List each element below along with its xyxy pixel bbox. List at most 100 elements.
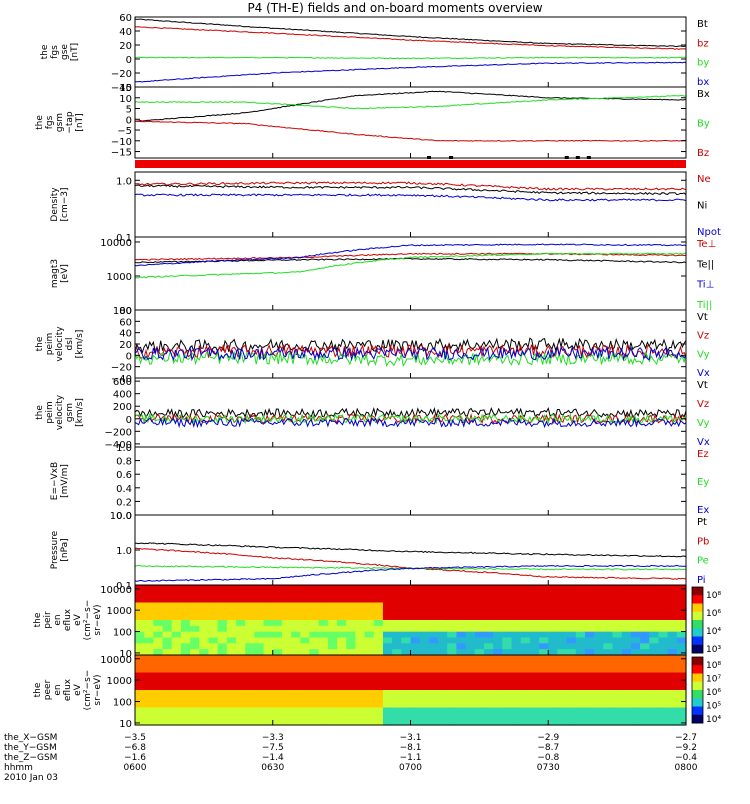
ion_spectrogram-colorbar-tick-label: 10⁴ bbox=[706, 627, 721, 637]
electron_spectrogram-cell bbox=[272, 707, 283, 714]
ion_spectrogram-cell bbox=[520, 620, 531, 627]
x-axis-tick-label: −9.2 bbox=[675, 743, 697, 753]
electron_spectrogram-cell bbox=[272, 701, 283, 709]
ion_spectrogram-cell bbox=[539, 590, 549, 598]
electron_spectrogram-cell bbox=[300, 684, 311, 691]
electron_spectrogram-cell bbox=[621, 678, 632, 685]
electron_spectrogram-cell bbox=[327, 672, 338, 679]
ion_spectrogram-cell bbox=[153, 608, 164, 615]
ion_spectrogram-cell bbox=[640, 637, 650, 644]
ion_spectrogram-cell bbox=[346, 596, 356, 604]
ion_spectrogram-cell bbox=[180, 643, 191, 650]
ion_spectrogram-cell bbox=[208, 590, 219, 598]
ion_spectrogram-cell bbox=[208, 608, 219, 615]
electron_spectrogram-colorbar-segment bbox=[692, 694, 703, 699]
ion_spectrogram-cell bbox=[447, 614, 458, 621]
ion_spectrogram-cell bbox=[465, 643, 476, 650]
electron_spectrogram-cell bbox=[144, 672, 154, 679]
electron_spectrogram-cell bbox=[272, 690, 283, 697]
ion_spectrogram-cell bbox=[465, 631, 476, 639]
fgs_gsm-ytick-label: −10 bbox=[111, 137, 132, 148]
electron_spectrogram-ylabel: (cm²−s− bbox=[83, 670, 93, 711]
electron_spectrogram-cell bbox=[364, 695, 375, 703]
electron_spectrogram-cell bbox=[263, 666, 274, 674]
ion_spectrogram-cell bbox=[676, 649, 687, 656]
electron_spectrogram-cell bbox=[438, 672, 448, 679]
ion_spectrogram-cell bbox=[584, 637, 595, 644]
electron_spectrogram-cell bbox=[364, 660, 375, 668]
ion_spectrogram-cell bbox=[511, 625, 522, 633]
density-series-ne bbox=[135, 181, 687, 191]
ion_spectrogram-cell bbox=[346, 608, 356, 615]
electron_spectrogram-cell bbox=[575, 707, 586, 714]
electron_spectrogram-cell bbox=[373, 678, 384, 685]
ion_spectrogram-cell bbox=[621, 590, 632, 598]
electron_spectrogram-cell bbox=[144, 713, 154, 720]
ion_spectrogram-cell bbox=[171, 602, 182, 609]
electron_spectrogram-cell bbox=[401, 707, 412, 714]
electron_spectrogram-cell bbox=[667, 672, 678, 679]
fgs_gse-legend-bt: Bt bbox=[697, 19, 708, 30]
ion_spectrogram-cell bbox=[327, 620, 338, 627]
electron_spectrogram-cell bbox=[401, 660, 412, 668]
ion_spectrogram-cell bbox=[180, 637, 191, 644]
electron_spectrogram-cell bbox=[199, 707, 210, 714]
ion_spectrogram-cell bbox=[603, 643, 614, 650]
electron_spectrogram-cell bbox=[318, 666, 329, 674]
electron_spectrogram-cell bbox=[281, 655, 292, 662]
electron_spectrogram-cell bbox=[428, 672, 439, 679]
ion_spectrogram-cell bbox=[162, 620, 173, 627]
electron_spectrogram-cell bbox=[236, 678, 246, 685]
ion_spectrogram-cell bbox=[355, 620, 366, 627]
ion_spectrogram-cell bbox=[180, 631, 191, 639]
x-axis-tick-label: −7.5 bbox=[262, 743, 284, 753]
electron_spectrogram-cell bbox=[208, 655, 219, 662]
electron_spectrogram-cell bbox=[649, 666, 660, 674]
ion_spectrogram-cell bbox=[438, 620, 448, 627]
electron_spectrogram-cell bbox=[539, 701, 549, 709]
fgs_gse-ylabel: [nT] bbox=[70, 43, 80, 61]
electron_spectrogram-cell bbox=[621, 672, 632, 679]
electron_spectrogram-cell bbox=[667, 695, 678, 703]
ion_spectrogram-colorbar-tick-label: 10⁶ bbox=[706, 609, 721, 619]
ion_spectrogram-cell bbox=[438, 585, 448, 592]
electron_spectrogram-cell bbox=[327, 690, 338, 697]
ion_spectrogram-cell bbox=[226, 614, 237, 621]
ion_spectrogram-cell bbox=[226, 596, 237, 604]
ion_spectrogram-cell bbox=[373, 614, 384, 621]
ion_spectrogram-cell bbox=[493, 602, 503, 609]
electron_spectrogram-cell bbox=[226, 707, 237, 714]
ion_spectrogram-cell bbox=[603, 625, 614, 633]
electron_spectrogram-cell bbox=[539, 684, 549, 691]
electron_spectrogram-cell bbox=[153, 701, 164, 709]
ion_spectrogram-cell bbox=[254, 596, 265, 604]
ion_spectrogram-cell bbox=[217, 608, 228, 615]
electron_spectrogram-cell bbox=[594, 695, 604, 703]
ion_spectrogram-cell bbox=[162, 631, 173, 639]
ion_spectrogram-cell bbox=[355, 608, 366, 615]
electron_spectrogram-cell bbox=[300, 707, 311, 714]
ion_spectrogram-cell bbox=[584, 602, 595, 609]
electron_spectrogram-cell bbox=[566, 719, 577, 726]
x-axis-tick-label: 0800 bbox=[675, 763, 698, 773]
fgs_gsm-legend-by: By bbox=[697, 119, 710, 130]
electron_spectrogram-cell bbox=[254, 701, 265, 709]
electron_spectrogram-cell bbox=[557, 713, 568, 720]
electron_spectrogram-cell bbox=[438, 707, 448, 714]
electron_spectrogram-cell bbox=[355, 666, 366, 674]
ion_spectrogram-cell bbox=[621, 596, 632, 604]
electron_spectrogram-cell bbox=[539, 655, 549, 662]
electron_spectrogram-cell bbox=[612, 701, 623, 709]
ion_spectrogram-cell bbox=[539, 649, 549, 656]
ion_spectrogram-cell bbox=[208, 614, 219, 621]
electron_spectrogram-cell bbox=[236, 695, 246, 703]
electron_spectrogram-cell bbox=[364, 678, 375, 685]
ion_spectrogram-cell bbox=[190, 596, 200, 604]
electron_spectrogram-cell bbox=[483, 713, 494, 720]
electron_spectrogram-cell bbox=[410, 666, 421, 674]
ion_spectrogram-cell bbox=[318, 596, 329, 604]
fgs_gse-legend-bz: bz bbox=[697, 38, 709, 49]
electron_spectrogram-cell bbox=[382, 719, 393, 726]
ion_spectrogram-cell bbox=[337, 625, 347, 633]
ion_spectrogram-cell bbox=[135, 585, 145, 592]
